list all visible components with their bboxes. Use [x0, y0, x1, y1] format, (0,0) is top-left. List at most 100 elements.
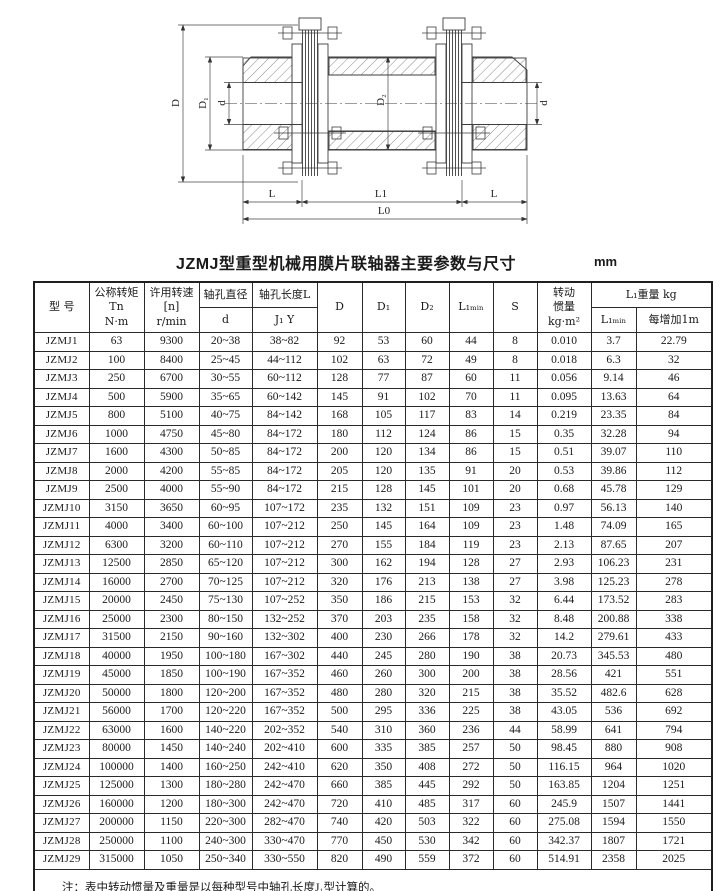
- value-cell: 1600: [88, 443, 145, 463]
- model-cell: JZMJ16: [33, 609, 90, 629]
- value-cell: 84: [635, 406, 713, 426]
- dim-label-L1: L1: [375, 188, 387, 200]
- value-cell: 245.9: [536, 794, 592, 814]
- value-cell: 13.63: [590, 387, 637, 407]
- table-row: JZMJ3 250 6700 30~55 60~112 128 77 87 60 11 0.056 9…: [33, 369, 713, 389]
- value-cell: 292: [448, 776, 494, 796]
- value-cell: 3650: [143, 498, 200, 518]
- value-cell: 880: [590, 739, 637, 759]
- value-cell: 1800: [143, 683, 200, 703]
- spacer-tube: [328, 56, 436, 151]
- value-cell: 433: [635, 628, 713, 648]
- model-cell: JZMJ26: [33, 794, 90, 814]
- value-cell: 794: [635, 720, 713, 740]
- value-cell: 38~82: [251, 332, 318, 352]
- value-cell: 2850: [143, 554, 200, 574]
- dim-label-D2: D₂: [375, 94, 387, 106]
- value-cell: 350: [361, 757, 406, 777]
- model-cell: JZMJ18: [33, 646, 90, 666]
- value-cell: 155: [361, 535, 406, 555]
- value-cell: 20: [492, 480, 538, 500]
- value-cell: 105: [361, 406, 406, 426]
- value-cell: 300: [316, 554, 363, 574]
- value-cell: 87: [404, 369, 450, 389]
- value-cell: 385: [361, 776, 406, 796]
- model-cell: JZMJ14: [33, 572, 90, 592]
- value-cell: 184: [404, 535, 450, 555]
- dim-label-L-left: L: [269, 188, 276, 200]
- value-cell: 120: [361, 461, 406, 481]
- value-cell: 145: [316, 387, 363, 407]
- value-cell: 330~470: [251, 831, 318, 851]
- value-cell: 440: [316, 646, 363, 666]
- value-cell: 98.45: [536, 739, 592, 759]
- value-cell: 86: [448, 443, 494, 463]
- value-cell: 236: [448, 720, 494, 740]
- value-cell: 200000: [88, 813, 145, 833]
- value-cell: 128: [361, 480, 406, 500]
- table-row: JZMJ1 63 9300 20~38 38~82 92 53 60 44 8 0.010 3.7 22…: [33, 332, 713, 352]
- value-cell: 80~150: [198, 609, 253, 629]
- value-cell: 140~220: [198, 720, 253, 740]
- value-cell: 3400: [143, 517, 200, 537]
- value-cell: 207: [635, 535, 713, 555]
- value-cell: 9.14: [590, 369, 637, 389]
- value-cell: 60: [492, 794, 538, 814]
- value-cell: 165: [635, 517, 713, 537]
- value-cell: 38: [492, 646, 538, 666]
- table-header: 型 号 公称转矩 Tn N·m 许用转速 [n] r/min 轴孔直径 轴孔长度…: [33, 281, 713, 333]
- value-cell: 342.37: [536, 831, 592, 851]
- value-cell: 20.73: [536, 646, 592, 666]
- left-hub-hatch-bottom: [242, 124, 293, 150]
- value-cell: 279.61: [590, 628, 637, 648]
- value-cell: 3150: [88, 498, 145, 518]
- value-cell: 14.2: [536, 628, 592, 648]
- value-cell: 3.98: [536, 572, 592, 592]
- value-cell: 231: [635, 554, 713, 574]
- value-cell: 740: [316, 813, 363, 833]
- value-cell: 107~212: [251, 517, 318, 537]
- table-row: JZMJ6 1000 4750 45~80 84~172 180 112 124 86 15 0.3…: [33, 424, 713, 444]
- value-cell: 60~100: [198, 517, 253, 537]
- value-cell: 242~470: [251, 794, 318, 814]
- value-cell: 490: [361, 850, 406, 870]
- table-row: JZMJ17 31500 2150 90~160 132~302 400 230 266 178…: [33, 628, 713, 648]
- value-cell: 360: [404, 720, 450, 740]
- value-cell: 55~90: [198, 480, 253, 500]
- value-cell: 84~172: [251, 424, 318, 444]
- table-row: JZMJ25 125000 1300 180~280 242~470 660 385 445 2…: [33, 776, 713, 796]
- value-cell: 280: [404, 646, 450, 666]
- value-cell: 310: [361, 720, 406, 740]
- value-cell: 1441: [635, 794, 713, 814]
- value-cell: 53: [361, 332, 406, 352]
- value-cell: 235: [404, 609, 450, 629]
- value-cell: 1020: [635, 757, 713, 777]
- value-cell: 11: [492, 387, 538, 407]
- value-cell: 46: [635, 369, 713, 389]
- value-cell: 551: [635, 665, 713, 685]
- model-cell: JZMJ24: [33, 757, 90, 777]
- value-cell: 6.44: [536, 591, 592, 611]
- value-cell: 720: [316, 794, 363, 814]
- value-cell: 63: [88, 332, 145, 352]
- value-cell: 0.018: [536, 350, 592, 370]
- dim-label-d-right: d: [538, 100, 550, 106]
- value-cell: 20~38: [198, 332, 253, 352]
- table-row: JZMJ7 1600 4300 50~85 84~172 200 120 134 86 15 0.5…: [33, 443, 713, 463]
- table-row: JZMJ13 12500 2850 65~120 107~212 300 162 194 128…: [33, 554, 713, 574]
- right-hub-outline: [472, 56, 528, 151]
- value-cell: 275.08: [536, 813, 592, 833]
- value-cell: 60~142: [251, 387, 318, 407]
- value-cell: 45000: [88, 665, 145, 685]
- value-cell: 330~550: [251, 850, 318, 870]
- value-cell: 107~172: [251, 498, 318, 518]
- value-cell: 49: [448, 350, 494, 370]
- model-cell: JZMJ2: [33, 350, 90, 370]
- value-cell: 250: [88, 369, 145, 389]
- value-cell: 16000: [88, 572, 145, 592]
- value-cell: 138: [448, 572, 494, 592]
- value-cell: 44~112: [251, 350, 318, 370]
- value-cell: 158: [448, 609, 494, 629]
- value-cell: 410: [361, 794, 406, 814]
- value-cell: 320: [404, 683, 450, 703]
